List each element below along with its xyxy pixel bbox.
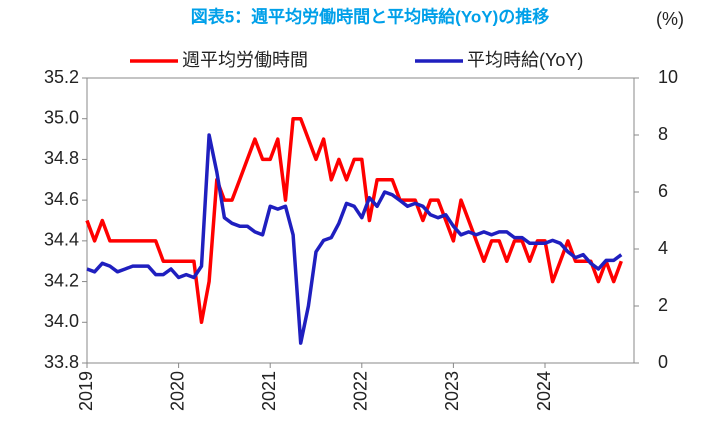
x-tick-label: 2023 [442, 371, 462, 411]
y2-tick-label: 8 [658, 124, 668, 144]
y2-tick-label: 0 [658, 352, 668, 372]
y2-tick-label: 4 [658, 238, 668, 258]
plot-frame [86, 77, 635, 364]
legend-label: 平均時給(YoY) [467, 50, 583, 70]
y-tick-label: 34.0 [44, 311, 79, 331]
y2-tick-label: 6 [658, 181, 668, 201]
y-tick-label: 34.2 [44, 270, 79, 290]
y-tick-label: 35.0 [44, 107, 79, 127]
y-tick-label: 34.8 [44, 148, 79, 168]
x-tick-label: 2022 [351, 371, 371, 411]
x-tick-label: 2021 [259, 371, 279, 411]
y-tick-label: 33.8 [44, 352, 79, 372]
series-line [86, 133, 623, 345]
series-line [85, 116, 623, 325]
x-tick-label: 2020 [167, 371, 187, 411]
y2-tick-label: 2 [658, 295, 668, 315]
y2-tick-label: 10 [658, 67, 678, 87]
chart-title: 図表5：週平均労働時間と平均時給(YoY)の推移 [191, 6, 550, 26]
x-tick-label: 2024 [534, 371, 554, 411]
legend-label: 週平均労働時間 [182, 50, 308, 70]
y-tick-label: 34.6 [44, 189, 79, 209]
y2-unit: (%) [656, 9, 684, 29]
x-tick-label: 2019 [76, 371, 96, 411]
y-tick-label: 35.2 [44, 67, 79, 87]
y-tick-label: 34.4 [44, 230, 79, 250]
